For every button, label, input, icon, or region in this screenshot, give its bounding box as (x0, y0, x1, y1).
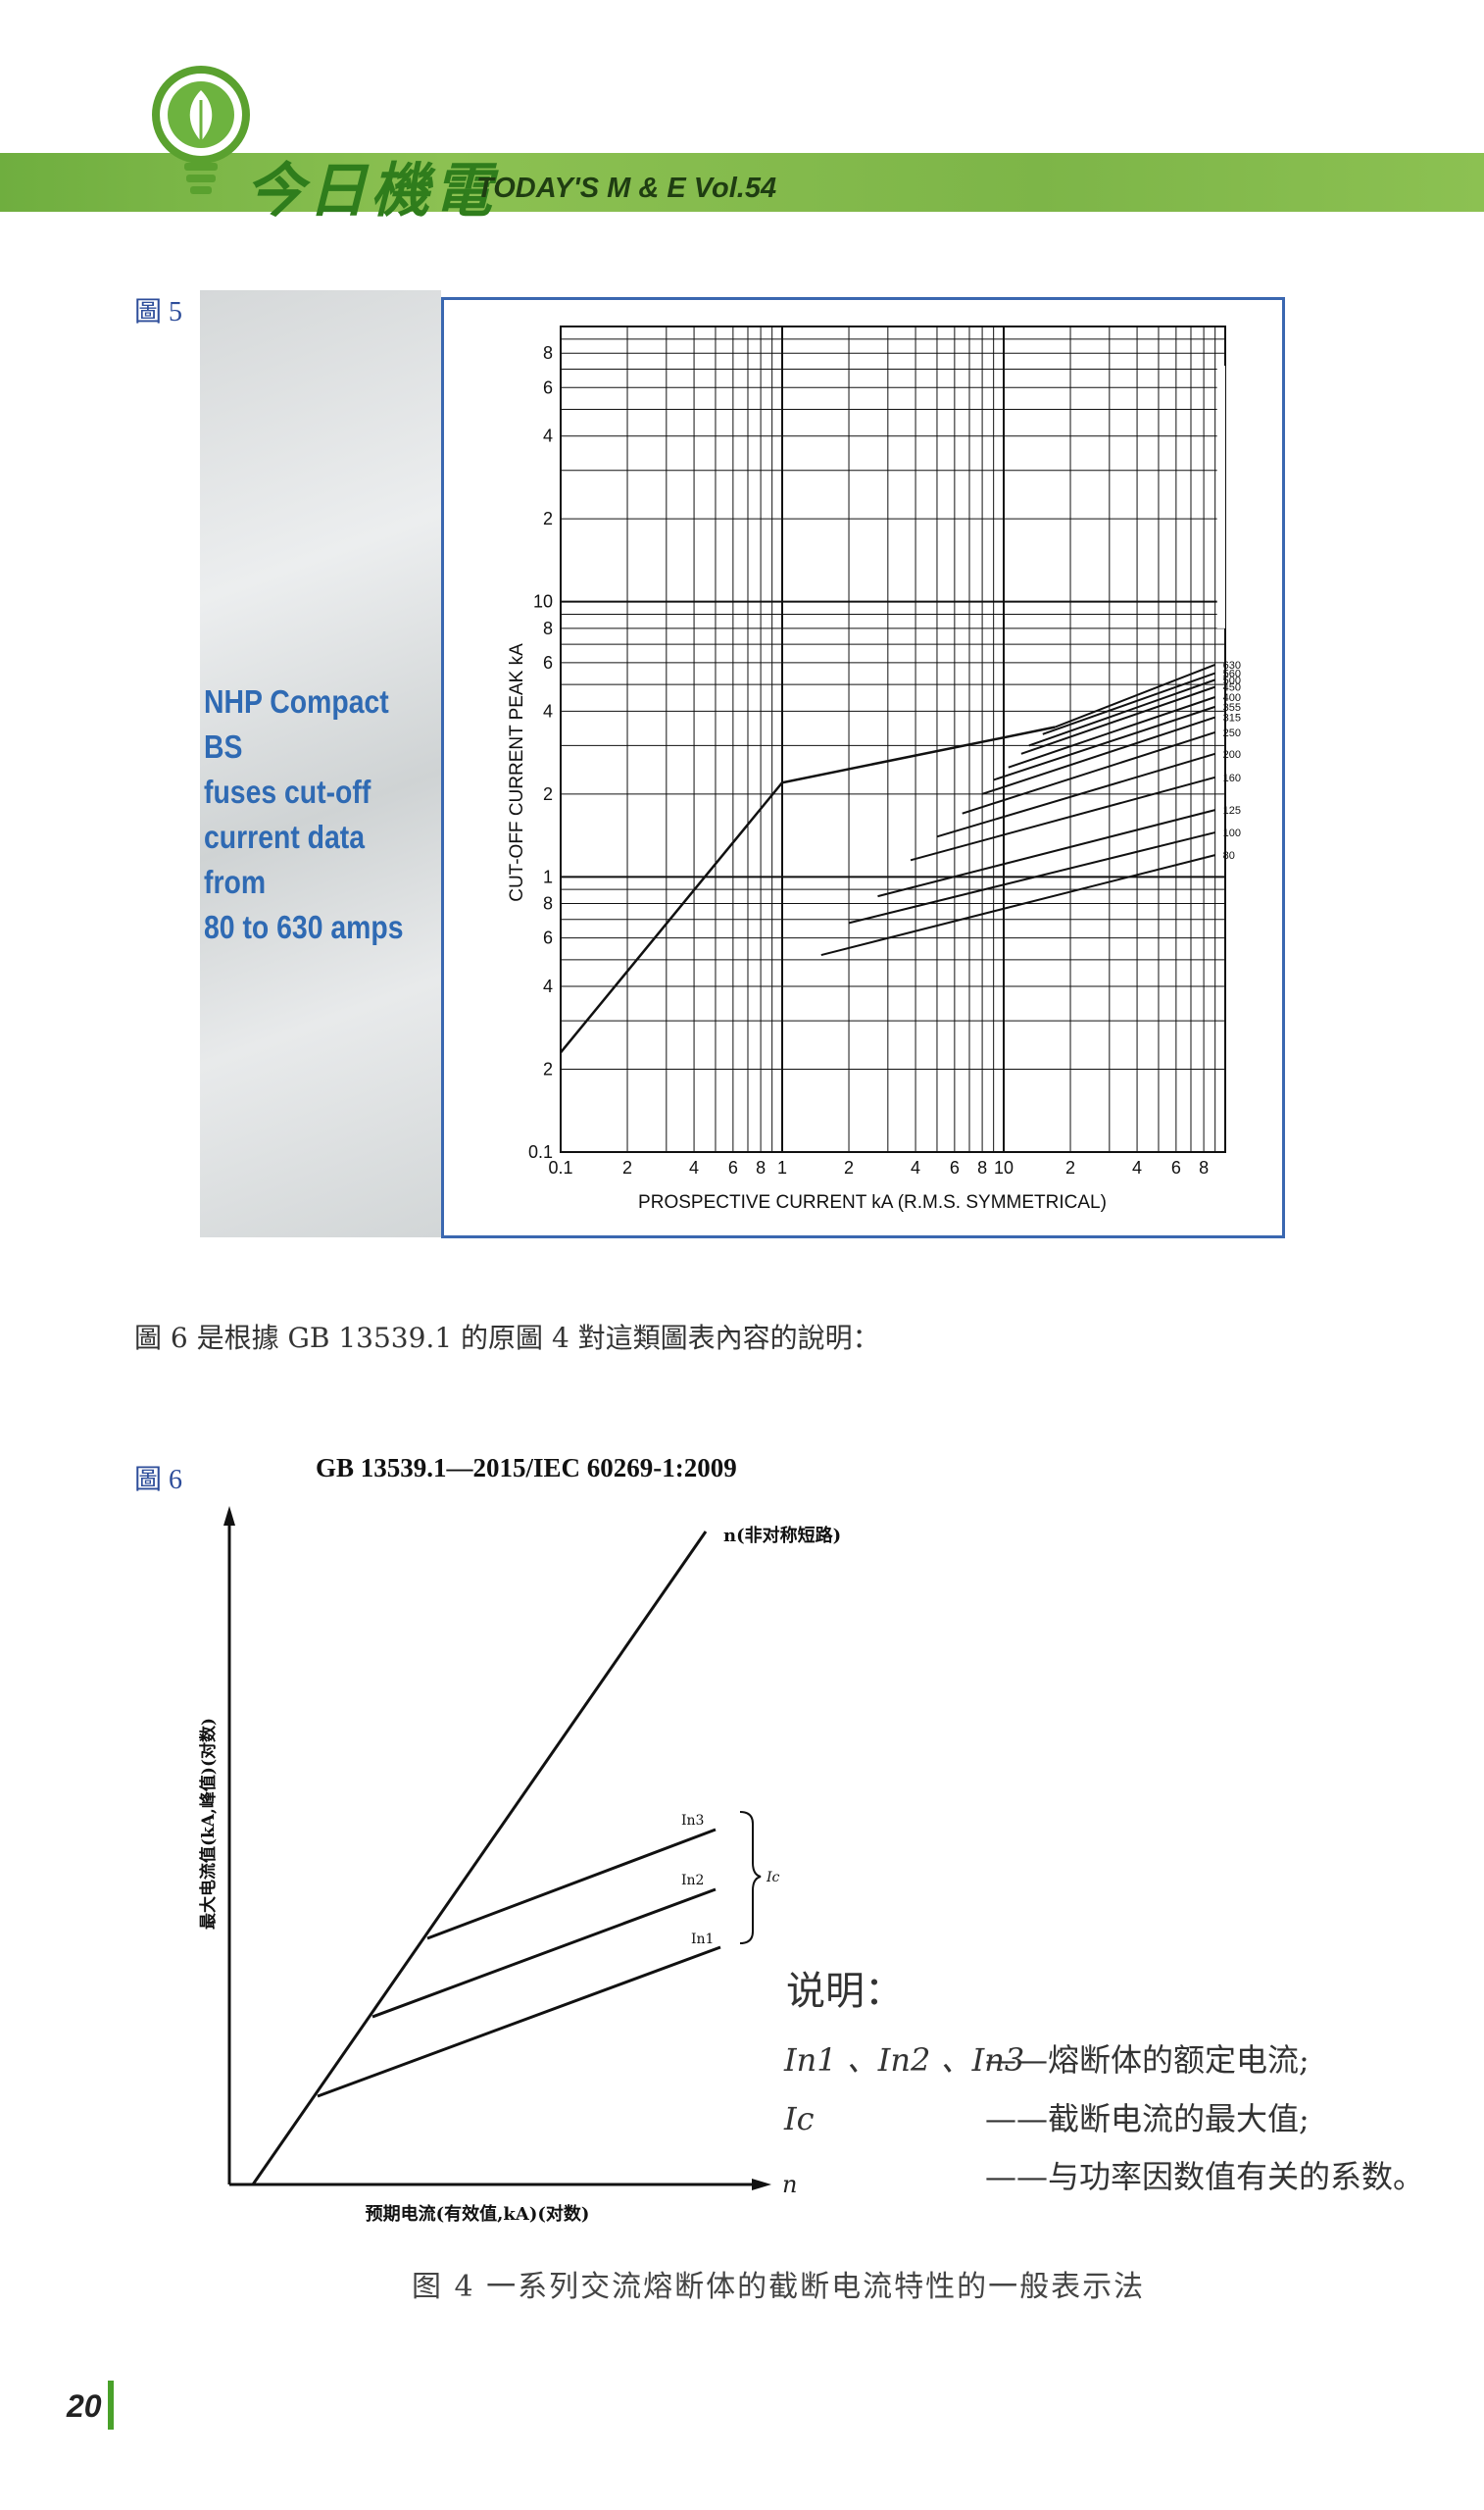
envelope-line (560, 726, 1056, 1054)
y-tick-label: 8 (543, 894, 553, 914)
series-line-250 (962, 731, 1215, 815)
x-tick-label: 6 (1171, 1158, 1181, 1178)
x-tick-label: 6 (728, 1158, 738, 1178)
legend-title: 说明： (786, 1969, 904, 2014)
series-label-80: 80 (1223, 850, 1235, 862)
x-tick-label: 4 (911, 1158, 920, 1178)
asymmetric-peak-line (251, 1531, 708, 2185)
series-label-500: 500 (1223, 675, 1241, 686)
curve-label-in1: In1 (691, 1932, 714, 1947)
series-label-250: 250 (1223, 728, 1241, 739)
body-paragraph: 圖 6 是根據 GB 13539.1 的原圖 4 對這類圖表內容的說明： (134, 1322, 880, 1354)
series-line-125 (877, 809, 1215, 898)
magazine-issue: TODAY'S M & E Vol.54 (476, 173, 777, 204)
series-label-355: 355 (1223, 702, 1241, 714)
curve-label-in3: In3 (681, 1813, 704, 1829)
x-tick-label: 8 (756, 1158, 766, 1178)
series-label-160: 160 (1223, 773, 1241, 784)
series-label-100: 100 (1223, 828, 1241, 839)
brace-label: Ic (766, 1870, 780, 1885)
figure-5-label: 圖 5 (134, 297, 183, 327)
legend-symbol-2: Ic (783, 2100, 815, 2137)
label-background (1216, 366, 1225, 628)
fuse-characteristic-diagram: GB 13539.1—2015/IEC 60269-1:2009 n(非对称短路… (198, 1453, 1424, 2225)
x-tick-label: 6 (950, 1158, 960, 1178)
series-line-355 (993, 705, 1215, 781)
curve-in3 (426, 1828, 717, 1940)
y-tick-label: 0.1 (528, 1142, 553, 1162)
page-number: 20 (67, 2388, 102, 2424)
series-line-100 (848, 831, 1215, 925)
y-tick-label: 10 (533, 592, 553, 612)
x-tick-label: 2 (622, 1158, 632, 1178)
y-tick-label: 4 (543, 427, 553, 446)
x-tick-label: 1 (777, 1158, 787, 1178)
y-tick-label: 2 (543, 509, 553, 528)
diagram-y-axis-label: 最大电流值(kA,峰值)(对数) (198, 1718, 219, 1930)
y-tick-label: 6 (543, 377, 553, 397)
curve-in2 (371, 1887, 717, 2019)
x-tick-label: 4 (689, 1158, 699, 1178)
series-line-560 (1042, 672, 1215, 735)
series-label-450: 450 (1223, 682, 1241, 694)
x-tick-label: 8 (1199, 1158, 1209, 1178)
figure-6-caption: 图 4 一系列交流熔断体的截断电流特性的一般表示法 (412, 2270, 1146, 2304)
y-tick-label: 8 (543, 619, 553, 638)
figure-6-label: 圖 6 (134, 1465, 183, 1495)
brace-icon (739, 1811, 762, 1944)
magazine-title: 今日機電 (245, 157, 496, 226)
x-tick-label: 0.1 (548, 1158, 572, 1178)
figure-5-frame (441, 297, 1285, 1238)
series-label-125: 125 (1223, 805, 1241, 817)
x-tick-label: 10 (994, 1158, 1014, 1178)
y-axis-arrow-icon (223, 1506, 235, 1526)
series-label-400: 400 (1223, 692, 1241, 704)
figure-5-caption: NHP Compact BS fuses cut-off current dat… (204, 683, 404, 945)
series-line-400 (1008, 696, 1215, 769)
series-line-160 (910, 776, 1215, 862)
series-line-450 (1020, 685, 1215, 755)
series-label-630: 630 (1223, 660, 1241, 672)
series-label-560: 560 (1223, 669, 1241, 680)
legend-desc-3: ——与功率因数值有关的系数。 (985, 2158, 1424, 2195)
x-tick-label: 4 (1132, 1158, 1142, 1178)
x-tick-label: 2 (844, 1158, 854, 1178)
curve-label-in2: In2 (681, 1873, 704, 1888)
n-line-label: n(非对称短路) (723, 1525, 841, 1546)
standard-title: GB 13539.1—2015/IEC 60269-1:2009 (316, 1453, 737, 1482)
series-line-315 (981, 716, 1215, 795)
page-number-bar (108, 2381, 114, 2430)
y-tick-label: 2 (543, 784, 553, 804)
y-tick-label: 6 (543, 653, 553, 673)
series-label-200: 200 (1223, 749, 1241, 761)
x-axis-arrow-icon (752, 2179, 771, 2190)
lightbulb-logo-icon (152, 66, 250, 194)
legend-desc-2: ——截断电流的最大值; (985, 2100, 1310, 2137)
legend-symbol-1: In1 、In2 、In3 (783, 2041, 1024, 2079)
header-band (0, 153, 1484, 212)
series-line-80 (820, 854, 1215, 957)
series-line-200 (936, 752, 1215, 838)
series-line-500 (1028, 678, 1215, 747)
x-axis-end-label: n (782, 2171, 797, 2198)
plot-border (560, 326, 1226, 1153)
chart-y-axis-label: CUT-OFF CURRENT PEAK kA (507, 643, 527, 902)
legend-desc-1: ——熔断体的额定电流; (985, 2041, 1310, 2079)
y-tick-label: 1 (543, 867, 553, 886)
chart-x-axis-label: PROSPECTIVE CURRENT kA (R.M.S. SYMMETRIC… (638, 1192, 1107, 1213)
y-tick-label: 8 (543, 343, 553, 363)
y-tick-label: 4 (543, 701, 553, 721)
y-tick-label: 6 (543, 929, 553, 948)
curve-in1 (317, 1945, 721, 2098)
figure-5-side-panel (200, 290, 441, 1237)
y-tick-label: 4 (543, 977, 553, 996)
series-label-315: 315 (1223, 713, 1241, 725)
y-tick-label: 2 (543, 1060, 553, 1079)
x-tick-label: 2 (1065, 1158, 1075, 1178)
diagram-x-axis-label: 预期电流(有效值,kA)(对数) (366, 2203, 590, 2225)
series-line-630 (1054, 664, 1216, 728)
x-tick-label: 8 (977, 1158, 987, 1178)
